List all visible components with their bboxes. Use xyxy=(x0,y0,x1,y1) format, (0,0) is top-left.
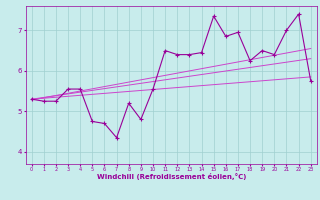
X-axis label: Windchill (Refroidissement éolien,°C): Windchill (Refroidissement éolien,°C) xyxy=(97,173,246,180)
